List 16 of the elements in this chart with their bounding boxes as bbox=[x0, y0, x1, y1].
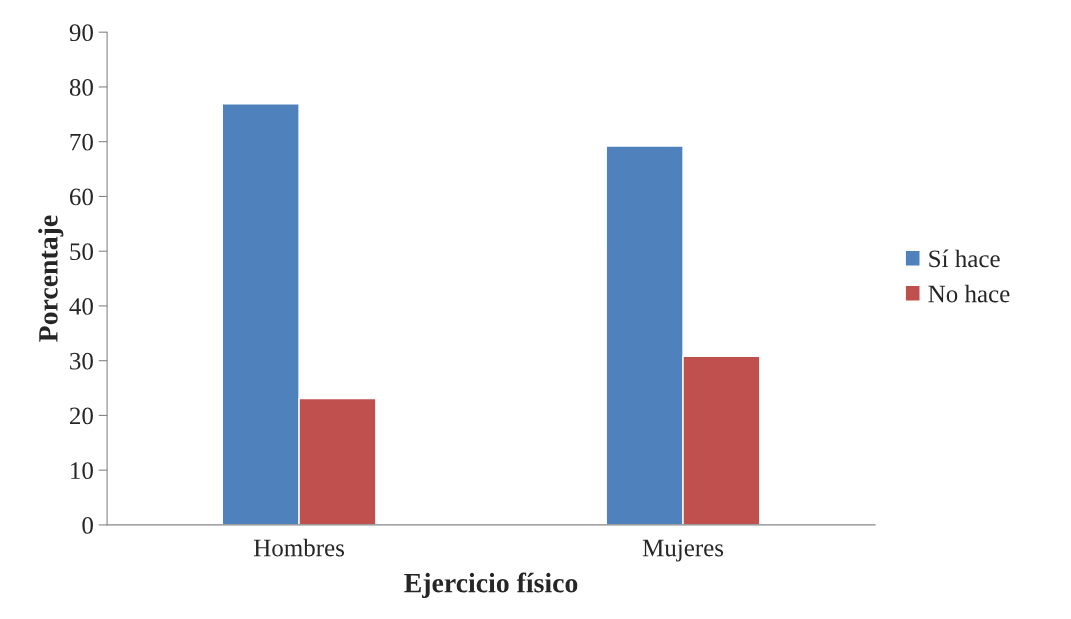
legend-label: No hace bbox=[928, 284, 1010, 303]
y-tick-label: 0 bbox=[82, 516, 93, 534]
x-tick-label: Mujeres bbox=[642, 539, 724, 562]
y-tick-label: 10 bbox=[71, 462, 93, 480]
y-axis-title: Porcentaje bbox=[38, 215, 64, 342]
y-tick-label: 70 bbox=[70, 133, 93, 151]
y-tick-label: 50 bbox=[70, 243, 93, 261]
x-tick-label: Hombres bbox=[253, 538, 344, 557]
y-tick-label: 80 bbox=[69, 78, 93, 96]
legend-label: Sí hace bbox=[929, 249, 1000, 268]
y-tick-label: 20 bbox=[70, 407, 93, 425]
y-tick-label: 40 bbox=[69, 297, 93, 315]
y-tick-label: 90 bbox=[69, 24, 93, 42]
x-axis-title: Ejercicio físico bbox=[404, 572, 578, 599]
y-tick-label: 30 bbox=[70, 352, 93, 370]
y-tick-label: 60 bbox=[69, 188, 93, 206]
